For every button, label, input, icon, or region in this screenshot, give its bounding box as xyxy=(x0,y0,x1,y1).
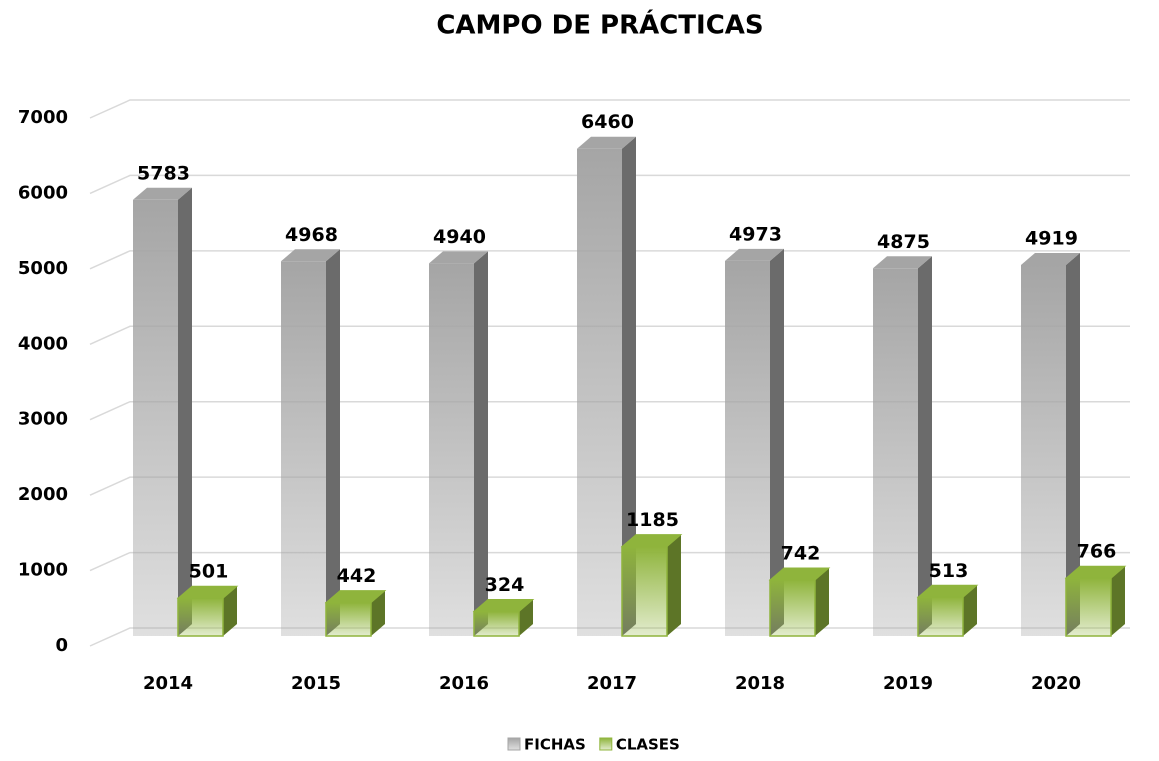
y-tick-label: 6000 xyxy=(18,182,68,203)
bar xyxy=(1021,252,1080,636)
y-tick-label: 2000 xyxy=(18,484,68,505)
data-label: 501 xyxy=(189,561,229,583)
bar xyxy=(281,249,340,636)
data-label: 4940 xyxy=(433,226,486,248)
data-label: 442 xyxy=(337,565,377,587)
legend-swatch xyxy=(599,737,613,751)
x-tick-label: 2017 xyxy=(587,673,637,694)
data-label: 324 xyxy=(485,574,525,596)
y-tick-label: 1000 xyxy=(18,560,68,581)
bar xyxy=(324,590,387,637)
data-label: 4973 xyxy=(729,223,782,245)
data-label: 5783 xyxy=(137,162,190,184)
grid-line xyxy=(89,400,1130,421)
y-tick-label: 5000 xyxy=(18,258,68,279)
bar xyxy=(1064,565,1127,637)
grid-line xyxy=(89,476,1130,496)
bar xyxy=(176,585,239,637)
data-label: 766 xyxy=(1077,541,1117,563)
bar xyxy=(873,256,932,636)
bar xyxy=(577,136,636,636)
chart-title: CAMPO DE PRÁCTICAS xyxy=(436,9,763,41)
legend-swatch xyxy=(507,737,521,751)
grid-line xyxy=(89,99,1130,119)
x-tick-label: 2020 xyxy=(1031,673,1081,694)
grid-line xyxy=(89,551,1130,572)
x-tick-label: 2016 xyxy=(439,673,489,694)
data-label: 513 xyxy=(929,560,969,582)
x-tick-label: 2014 xyxy=(143,673,193,694)
data-label: 4875 xyxy=(877,231,930,253)
y-tick-label: 4000 xyxy=(18,333,68,354)
grid-line xyxy=(89,325,1130,345)
bar xyxy=(620,534,683,637)
x-tick-label: 2019 xyxy=(883,673,933,694)
bar xyxy=(429,251,488,636)
y-tick-label: 7000 xyxy=(18,107,68,128)
x-tick-label: 2018 xyxy=(735,673,785,694)
data-label: 742 xyxy=(781,543,821,565)
data-label: 4919 xyxy=(1025,227,1078,249)
bar xyxy=(472,599,535,637)
grid-line xyxy=(89,250,1130,270)
legend-label: FICHAS xyxy=(524,736,586,754)
x-tick-label: 2015 xyxy=(291,673,341,694)
y-tick-label: 3000 xyxy=(18,409,68,430)
data-label: 1185 xyxy=(626,509,679,531)
legend-label: CLASES xyxy=(616,736,680,754)
y-tick-label: 0 xyxy=(55,635,68,656)
bar xyxy=(768,567,831,637)
grid-line xyxy=(89,174,1130,195)
bar xyxy=(916,584,979,637)
bar xyxy=(725,248,784,636)
bar xyxy=(133,187,192,636)
data-label: 6460 xyxy=(581,111,634,133)
data-label: 4968 xyxy=(285,224,338,246)
